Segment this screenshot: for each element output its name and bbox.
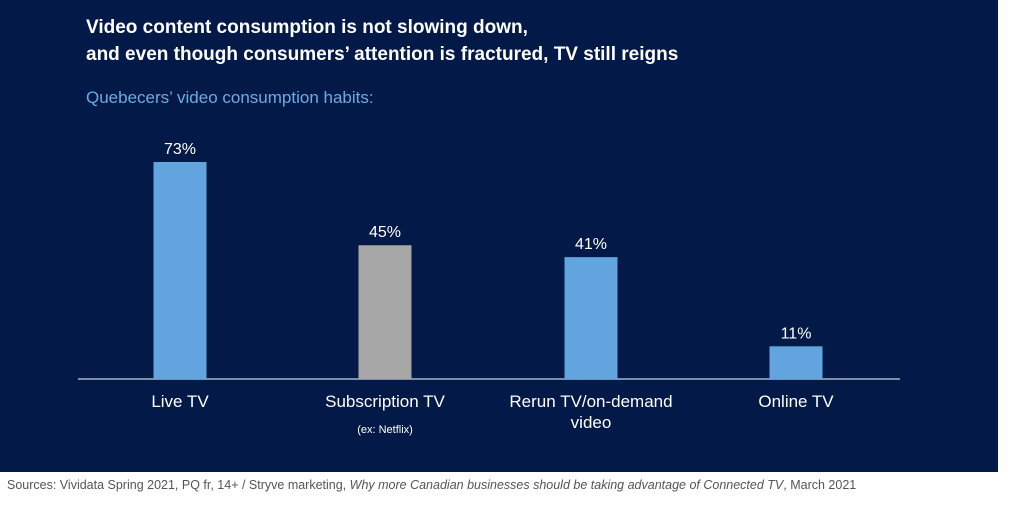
bar-1 xyxy=(153,162,207,379)
category-label-2: Subscription TV xyxy=(325,392,445,411)
category-label-3-line-1: Rerun TV/on-demand xyxy=(509,392,672,411)
value-label-3: 41% xyxy=(575,236,607,253)
bar-4 xyxy=(769,346,823,379)
slide-title: Video content consumption is not slowing… xyxy=(86,14,986,68)
value-label-4: 11% xyxy=(781,325,812,342)
slide-panel: Video content consumption is not slowing… xyxy=(0,0,998,472)
category-label-3-line-2: video xyxy=(571,413,612,432)
source-text: Sources: Vividata Spring 2021, PQ fr, 14… xyxy=(7,478,350,492)
bar-3 xyxy=(564,257,618,379)
bar-2 xyxy=(358,245,412,379)
chart-subtitle: Quebecers’ video consumption habits: xyxy=(86,88,374,107)
title-line-2: and even though consumers’ attention is … xyxy=(86,44,679,65)
source-footnote: Sources: Vividata Spring 2021, PQ fr, 14… xyxy=(7,478,856,492)
value-label-2: 45% xyxy=(369,224,401,241)
value-label-1: 73% xyxy=(164,141,196,158)
category-note-2: (ex: Netflix) xyxy=(357,424,413,436)
category-label-1: Live TV xyxy=(151,392,209,411)
title-line-1: Video content consumption is not slowing… xyxy=(86,17,528,38)
category-label-4: Online TV xyxy=(758,392,834,411)
bar-chart: 73% Live TV 45% Subscription TV (ex: Netflix… xyxy=(78,141,900,436)
source-date: , March 2021 xyxy=(783,478,857,492)
source-article-title: Why more Canadian businesses should be t… xyxy=(349,478,784,492)
